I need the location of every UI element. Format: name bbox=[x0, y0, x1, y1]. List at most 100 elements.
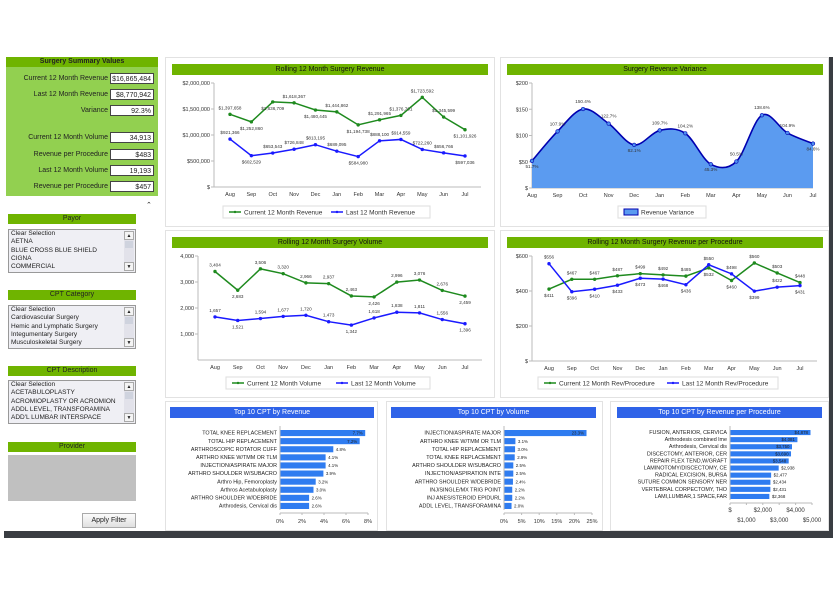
summary-value: 34,913 bbox=[110, 132, 154, 143]
x-tick-label: 8% bbox=[364, 519, 372, 525]
bar-value-label: 7.7% bbox=[353, 431, 363, 436]
data-point bbox=[547, 287, 551, 291]
cpt-description-option[interactable]: ADDL LEVEL, TRANSFORAMINA bbox=[11, 405, 110, 413]
legend-marker bbox=[335, 210, 339, 214]
summary-row: Current 12 Month Revenue $16,865,484 bbox=[6, 73, 158, 85]
scrollbar[interactable]: ▲ ▼ bbox=[124, 382, 134, 422]
data-point bbox=[349, 323, 354, 327]
y-tick-label: $50 bbox=[519, 160, 528, 166]
data-label: 1,396 bbox=[459, 328, 471, 333]
data-label: $1,101,926 bbox=[454, 134, 477, 139]
scroll-up-icon[interactable]: ▲ bbox=[124, 231, 134, 240]
cpt-description-option[interactable]: Clear Selection bbox=[11, 381, 56, 388]
cpt-description-header: CPT Description bbox=[8, 366, 136, 376]
scroll-thumb[interactable] bbox=[125, 241, 133, 248]
data-label: 104.9% bbox=[780, 123, 796, 128]
y-tick-label: $200 bbox=[516, 81, 528, 87]
scroll-up-icon[interactable]: ▲ bbox=[124, 382, 134, 391]
cpt-category-option[interactable]: Clear Selection bbox=[11, 306, 56, 313]
data-label: $653,543 bbox=[263, 144, 283, 149]
category-label: VERTEBRAL CORPECTOMY, THO bbox=[642, 487, 727, 493]
x-tick-label: Jul bbox=[809, 193, 816, 199]
data-label: $473 bbox=[635, 282, 646, 287]
summary-row: Last 12 Month Revenue $8,770,942 bbox=[6, 89, 158, 101]
data-point bbox=[271, 151, 275, 155]
data-label: 3,506 bbox=[255, 260, 267, 265]
variance-area bbox=[532, 108, 813, 188]
cpt-description-option[interactable]: ACETABULOPLASTY bbox=[11, 389, 75, 397]
data-label: $487 bbox=[612, 267, 623, 272]
data-label: 3,404 bbox=[209, 262, 221, 267]
provider-listbox[interactable] bbox=[8, 455, 136, 501]
bar-value-label: $3,750 bbox=[776, 444, 790, 449]
bar bbox=[280, 502, 310, 509]
bar bbox=[730, 493, 770, 499]
data-label: $1,636,709 bbox=[261, 106, 284, 111]
scrollbar[interactable]: ▲ ▼ bbox=[124, 231, 134, 271]
data-point bbox=[313, 108, 318, 112]
data-label: 1,473 bbox=[323, 313, 335, 318]
data-point bbox=[395, 280, 399, 284]
bar bbox=[504, 502, 512, 509]
payor-option[interactable]: COMMERCIAL bbox=[11, 263, 56, 271]
payor-option[interactable]: AETNA bbox=[11, 238, 33, 246]
scroll-down-icon[interactable]: ▼ bbox=[124, 338, 134, 347]
category-label: REPAIR FLEX TEND,W/GRAFT bbox=[650, 458, 728, 464]
data-point bbox=[661, 277, 665, 281]
bottom-border bbox=[4, 531, 833, 538]
data-label: 50.5% bbox=[730, 151, 743, 156]
data-label: $422 bbox=[772, 278, 783, 283]
volume-line-chart: 4,000 3,000 2,000 1,000 Aug Sep Oct Nov Dec Jan Fe… bbox=[180, 254, 482, 390]
data-label: $888,100 bbox=[370, 132, 390, 137]
apply-filter-button[interactable]: Apply Filter bbox=[82, 513, 136, 528]
x-tick-label: $4,000 bbox=[786, 508, 805, 514]
scroll-thumb[interactable] bbox=[125, 392, 133, 399]
payor-option[interactable]: Clear Selection bbox=[11, 230, 56, 237]
cpt-description-option[interactable]: ADD'L LUMBAR INTERSPACE bbox=[11, 414, 102, 422]
payor-listbox[interactable]: Clear Selection AETNA BLUE CROSS BLUE SH… bbox=[8, 229, 136, 273]
cpt-category-option[interactable]: Musculoskeletal Surgery bbox=[11, 339, 82, 347]
data-label: $492 bbox=[658, 266, 669, 271]
x-tick-label: Nov bbox=[278, 365, 288, 371]
data-point bbox=[615, 283, 620, 287]
cpt-description-option[interactable]: ACROMIOPLASTY OR ACROMION bbox=[11, 397, 116, 405]
bar-value-label: $2,431 bbox=[773, 487, 787, 492]
data-point bbox=[752, 261, 757, 265]
scroll-up-icon[interactable]: ▲ bbox=[124, 307, 134, 316]
y-tick-label: $ bbox=[207, 185, 210, 191]
double-chevron-up-icon[interactable]: ⌃ bbox=[146, 202, 152, 209]
scroll-down-icon[interactable]: ▼ bbox=[124, 413, 134, 422]
scroll-down-icon[interactable]: ▼ bbox=[124, 262, 134, 271]
cpt-category-option[interactable]: Hemic and Lymphatic Surgery bbox=[11, 322, 98, 330]
data-point bbox=[441, 115, 446, 119]
x-tick-label: 5% bbox=[518, 519, 526, 525]
data-label: 2,937 bbox=[323, 275, 335, 280]
data-label: $436 bbox=[681, 289, 692, 294]
data-point bbox=[638, 271, 642, 276]
data-point bbox=[304, 281, 308, 285]
bar-value-label: 7.2% bbox=[347, 439, 357, 444]
payor-option[interactable]: CIGNA bbox=[11, 254, 32, 262]
data-point bbox=[213, 315, 217, 319]
cpt-category-option[interactable]: Cardiovascular Surgery bbox=[11, 314, 79, 322]
cpt-category-option[interactable]: Integumentary Surgery bbox=[11, 330, 78, 338]
y-tick-label: $200 bbox=[516, 324, 528, 330]
cpt-category-listbox[interactable]: Clear Selection Cardiovascular Surgery H… bbox=[8, 305, 136, 349]
data-point bbox=[657, 128, 662, 133]
x-tick-label: Jan bbox=[659, 366, 668, 372]
scroll-thumb[interactable] bbox=[125, 317, 133, 324]
data-point bbox=[228, 112, 232, 117]
summary-label: Last 12 Month Volume bbox=[38, 167, 108, 174]
scrollbar[interactable]: ▲ ▼ bbox=[124, 307, 134, 347]
data-point bbox=[752, 289, 757, 293]
bar bbox=[730, 437, 798, 443]
x-tick-label: Aug bbox=[527, 193, 537, 199]
cpt-description-listbox[interactable]: Clear Selection ACETABULOPLASTY ACROMIOP… bbox=[8, 380, 136, 424]
legend-marker bbox=[548, 381, 552, 385]
bar-value-label: $2,477 bbox=[774, 473, 788, 478]
summary-label: Last 12 Month Revenue bbox=[33, 91, 108, 98]
data-label: $499 bbox=[635, 265, 646, 270]
data-point bbox=[356, 154, 360, 159]
payor-option[interactable]: BLUE CROSS BLUE SHIELD bbox=[11, 246, 97, 254]
x-tick-label: May bbox=[417, 192, 428, 198]
